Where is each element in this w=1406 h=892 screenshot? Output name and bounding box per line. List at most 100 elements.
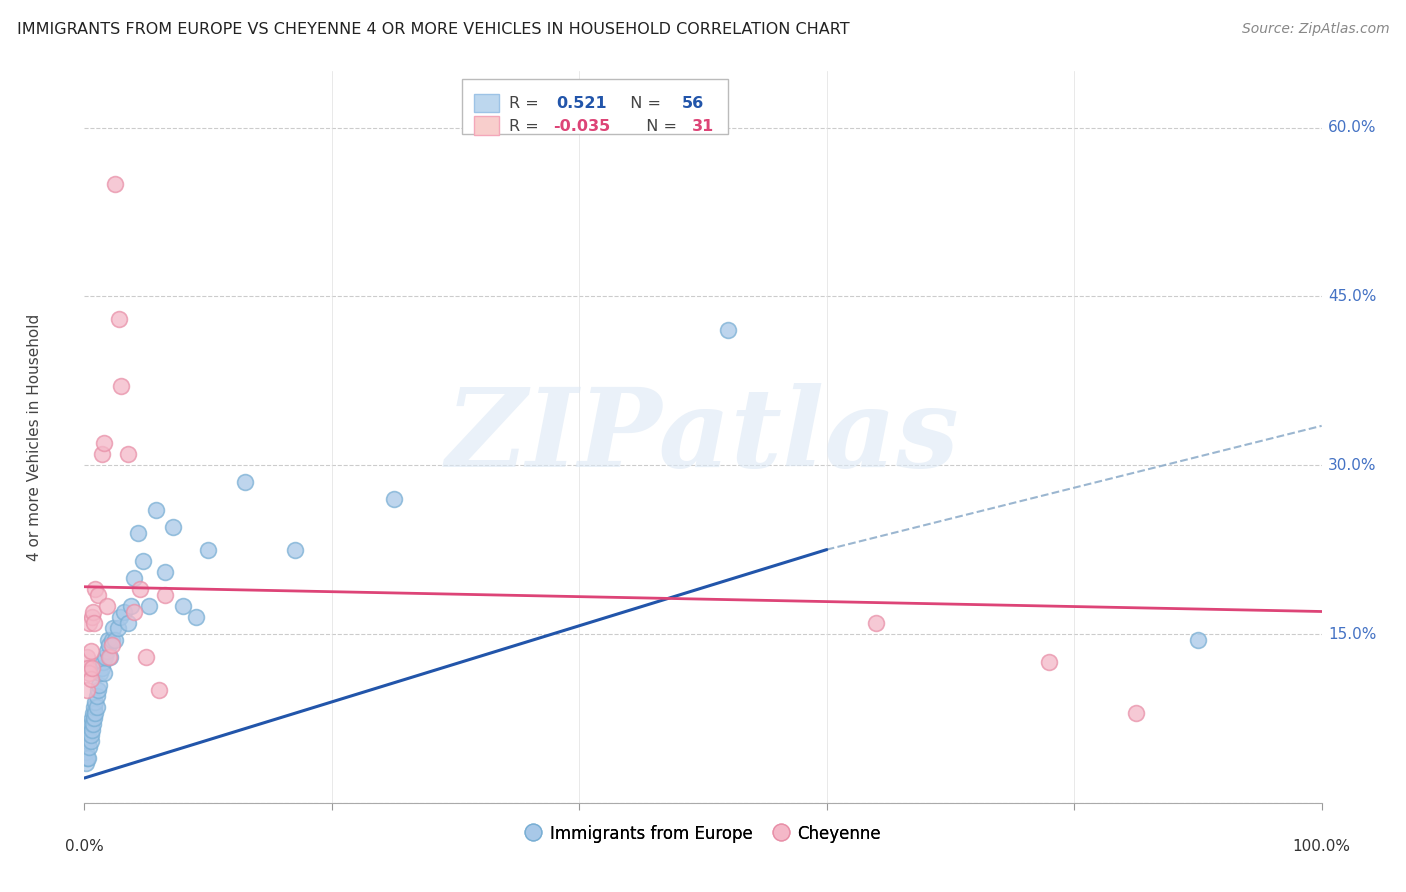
Point: [148, 683, 170, 698]
Point: [87, 683, 110, 698]
Point: [98, 649, 121, 664]
Text: Source: ZipAtlas.com: Source: ZipAtlas.com: [1241, 22, 1389, 37]
Point: [83, 700, 105, 714]
Point: [77, 751, 100, 765]
Point: [131, 554, 153, 568]
Point: [1038, 655, 1060, 669]
Point: [172, 599, 194, 613]
Point: [284, 542, 307, 557]
Point: [76, 751, 98, 765]
Point: [75, 756, 97, 771]
Text: N =: N =: [636, 119, 682, 134]
Point: [96, 599, 118, 613]
Text: R =: R =: [509, 96, 544, 112]
Point: [110, 610, 132, 624]
Bar: [474, 94, 499, 112]
Point: [96, 644, 118, 658]
Legend: Immigrants from Europe, Cheyenne: Immigrants from Europe, Cheyenne: [519, 818, 887, 849]
Point: [90, 447, 112, 461]
Point: [86, 689, 108, 703]
Point: [79, 666, 101, 681]
Point: [79, 717, 101, 731]
Point: [79, 723, 101, 737]
Text: R =: R =: [509, 119, 544, 134]
Text: IMMIGRANTS FROM EUROPE VS CHEYENNE 4 OR MORE VEHICLES IN HOUSEHOLD CORRELATION C: IMMIGRANTS FROM EUROPE VS CHEYENNE 4 OR …: [17, 22, 849, 37]
Point: [90, 661, 112, 675]
Text: 15.0%: 15.0%: [1327, 626, 1376, 641]
Point: [98, 638, 121, 652]
Point: [75, 745, 97, 759]
Point: [100, 638, 122, 652]
Point: [104, 177, 127, 191]
Text: 4 or more Vehicles in Household: 4 or more Vehicles in Household: [27, 313, 42, 561]
Point: [76, 734, 98, 748]
Point: [120, 599, 142, 613]
Point: [1187, 632, 1209, 647]
Point: [82, 717, 104, 731]
Point: [153, 588, 176, 602]
Point: [76, 683, 98, 698]
Point: [100, 632, 122, 647]
Point: [77, 661, 100, 675]
Point: [101, 621, 124, 635]
Point: [86, 700, 108, 714]
Point: [79, 728, 101, 742]
Point: [93, 435, 115, 450]
Point: [76, 649, 98, 664]
Text: -0.035: -0.035: [554, 119, 610, 134]
Point: [233, 475, 256, 489]
Point: [382, 491, 405, 506]
Point: [129, 582, 152, 596]
Point: [138, 599, 160, 613]
Point: [83, 615, 105, 630]
Text: 60.0%: 60.0%: [1327, 120, 1376, 135]
Point: [104, 632, 127, 647]
Point: [107, 621, 129, 635]
Text: 56: 56: [682, 96, 704, 112]
Point: [197, 542, 219, 557]
Text: 0.521: 0.521: [555, 96, 606, 112]
Point: [80, 610, 103, 624]
Text: ZIPatlas: ZIPatlas: [446, 384, 960, 491]
Point: [117, 615, 139, 630]
Point: [91, 655, 114, 669]
Point: [84, 582, 107, 596]
Point: [80, 711, 103, 725]
Point: [153, 565, 176, 579]
Bar: [474, 116, 499, 135]
Point: [79, 739, 101, 754]
Point: [79, 644, 101, 658]
Point: [122, 605, 145, 619]
Point: [127, 525, 149, 540]
Point: [83, 711, 105, 725]
Point: [77, 728, 100, 742]
FancyBboxPatch shape: [461, 78, 728, 134]
Point: [79, 615, 101, 630]
Point: [94, 649, 117, 664]
Point: [717, 323, 740, 337]
Text: 45.0%: 45.0%: [1327, 289, 1376, 304]
Point: [82, 605, 104, 619]
Point: [1125, 706, 1147, 720]
Point: [77, 734, 100, 748]
Point: [79, 734, 101, 748]
Point: [145, 503, 167, 517]
Text: 31: 31: [692, 119, 714, 134]
Point: [84, 694, 107, 708]
Point: [162, 520, 184, 534]
Point: [93, 666, 115, 681]
Point: [79, 672, 101, 686]
Text: 30.0%: 30.0%: [1327, 458, 1376, 473]
Point: [80, 661, 103, 675]
Point: [122, 571, 145, 585]
Point: [97, 632, 120, 647]
Point: [184, 610, 207, 624]
Text: 100.0%: 100.0%: [1292, 839, 1351, 855]
Point: [75, 661, 97, 675]
Point: [80, 723, 103, 737]
Point: [87, 588, 110, 602]
Point: [110, 379, 132, 393]
Text: 0.0%: 0.0%: [65, 839, 104, 855]
Point: [108, 312, 131, 326]
Text: N =: N =: [620, 96, 666, 112]
